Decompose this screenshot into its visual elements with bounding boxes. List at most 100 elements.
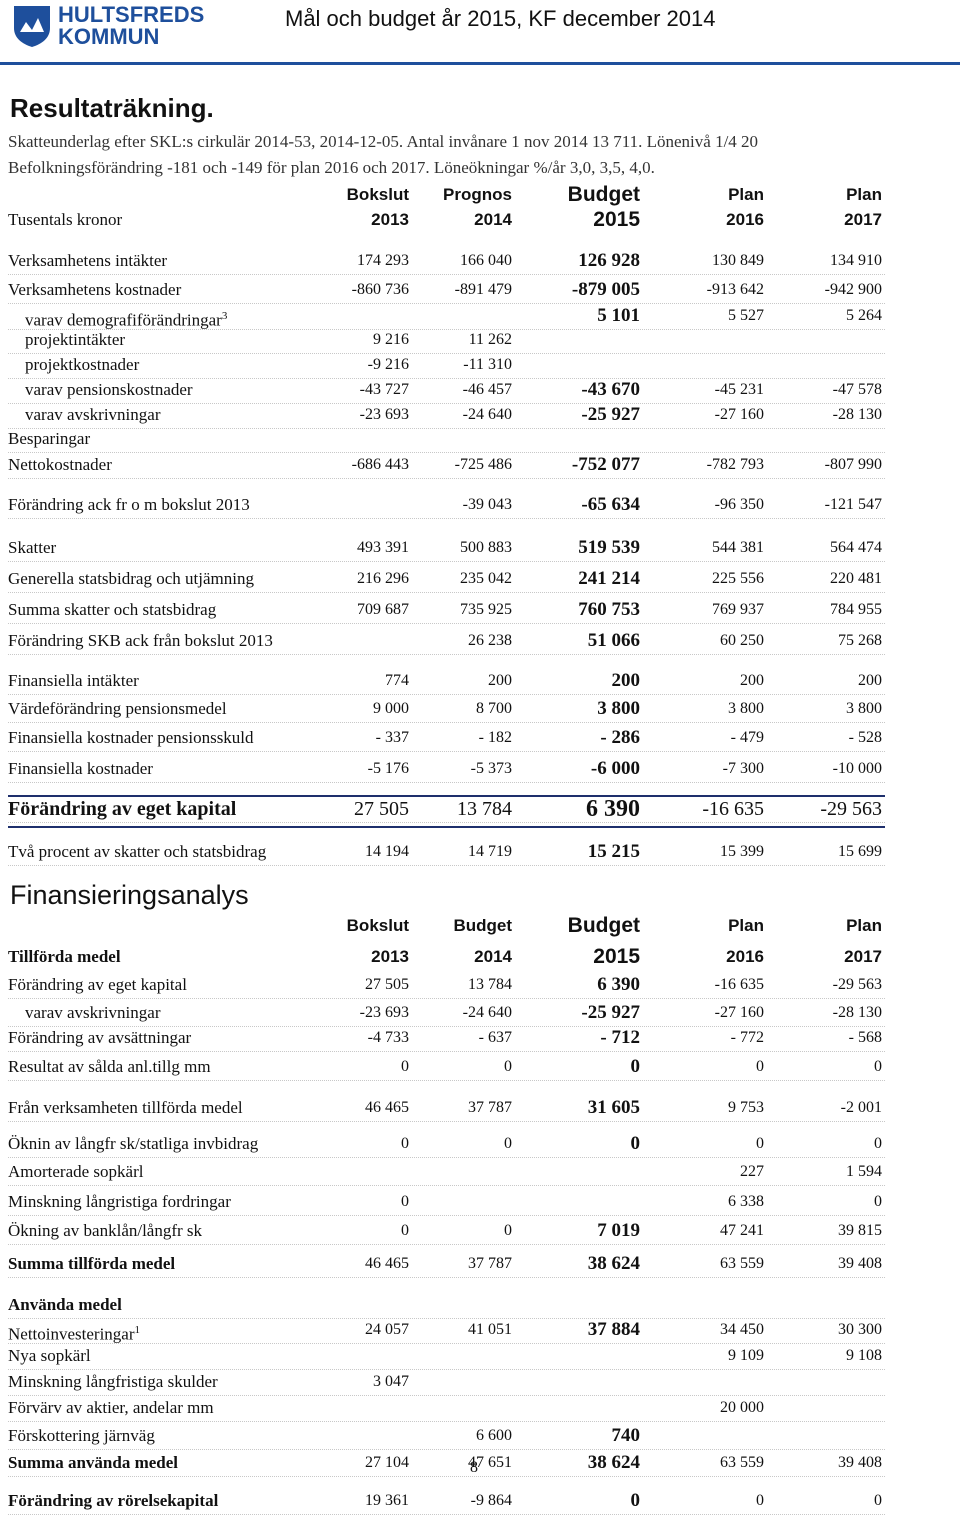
cell-value: 241 214 bbox=[578, 568, 640, 589]
label-text: Minskning långristiga fordringar bbox=[8, 1192, 231, 1211]
row-label: Amorterade sopkärl bbox=[8, 1162, 143, 1182]
row-divider bbox=[8, 329, 885, 330]
cell-value: -23 693 bbox=[359, 406, 409, 423]
row-divider bbox=[8, 518, 885, 519]
cell-value: 126 928 bbox=[578, 250, 640, 271]
cell-value: 3 800 bbox=[728, 700, 764, 717]
column-header: Budget bbox=[453, 916, 512, 935]
cell-value: 544 381 bbox=[712, 539, 764, 556]
cell-value: -16 635 bbox=[714, 976, 764, 993]
label-text: projektintäkter bbox=[25, 330, 126, 349]
cell-value: 0 bbox=[401, 1222, 409, 1239]
cell-value: -879 005 bbox=[571, 279, 640, 300]
row-divider bbox=[8, 1343, 885, 1344]
column-year: 2016 bbox=[726, 947, 764, 966]
cell-value: - 637 bbox=[478, 1029, 512, 1046]
cell-value: 519 539 bbox=[578, 537, 640, 558]
cell-value: -9 216 bbox=[367, 356, 409, 373]
label-text: Använda medel bbox=[8, 1295, 122, 1314]
cell-value: 37 787 bbox=[468, 1099, 512, 1116]
cell-value: 63 559 bbox=[720, 1454, 764, 1471]
cell-value: 166 040 bbox=[460, 252, 512, 269]
row-label: varav demografiförändringar3 bbox=[25, 306, 227, 331]
cell-value: 0 bbox=[874, 1135, 882, 1152]
cell-value: 130 849 bbox=[712, 252, 764, 269]
cell-value: 0 bbox=[874, 1193, 882, 1210]
cell-value: 51 066 bbox=[587, 630, 640, 651]
row-divider bbox=[8, 623, 885, 624]
row-divider bbox=[8, 1514, 885, 1515]
cell-value: 0 bbox=[630, 1133, 641, 1154]
cell-value: -11 310 bbox=[463, 356, 512, 373]
row-label: Summa tillförda medel bbox=[8, 1254, 175, 1274]
column-header: Budget bbox=[567, 183, 640, 206]
row-divider bbox=[8, 478, 885, 479]
cell-value: 34 450 bbox=[720, 1321, 764, 1338]
cell-value: -29 563 bbox=[832, 976, 882, 993]
cell-value: 37 884 bbox=[587, 1319, 640, 1340]
column-header: Prognos bbox=[443, 185, 512, 204]
row-divider bbox=[8, 1244, 885, 1245]
label-text: Två procent av skatter och statsbidrag bbox=[8, 842, 267, 861]
column-header: Budget bbox=[567, 914, 640, 937]
row-label: projektkostnader bbox=[25, 355, 139, 375]
row-label: Summa använda medel bbox=[8, 1453, 178, 1473]
cell-value: - 337 bbox=[375, 729, 409, 746]
cell-value: 7 019 bbox=[597, 1220, 640, 1241]
cell-value: 227 bbox=[740, 1163, 764, 1180]
row-divider bbox=[8, 1185, 885, 1186]
cell-value: 5 101 bbox=[597, 305, 640, 326]
cell-value: 19 361 bbox=[365, 1492, 409, 1509]
label-text: Förändring SKB ack från bokslut 2013 bbox=[8, 631, 273, 650]
page-title: Mål och budget år 2015, KF december 2014 bbox=[285, 6, 716, 31]
cell-value: 5 527 bbox=[728, 307, 764, 324]
row-label: Finansiella kostnader bbox=[8, 759, 153, 779]
row-label: Två procent av skatter och statsbidrag bbox=[8, 842, 266, 862]
cell-value: -9 864 bbox=[470, 1492, 512, 1509]
cell-value: -686 443 bbox=[351, 456, 409, 473]
cell-value: 47 651 bbox=[468, 1454, 512, 1471]
cell-value: -24 640 bbox=[462, 1004, 512, 1021]
cell-value: 740 bbox=[611, 1425, 641, 1446]
cell-value: -45 231 bbox=[714, 381, 764, 398]
label-text: Nettoinvesteringar bbox=[8, 1324, 135, 1344]
cell-value: 0 bbox=[756, 1135, 764, 1152]
column-year: 2015 bbox=[593, 208, 640, 231]
cell-value: -942 900 bbox=[824, 281, 882, 298]
cell-value: 30 300 bbox=[838, 1321, 882, 1338]
cell-value: 46 465 bbox=[365, 1099, 409, 1116]
row-divider bbox=[8, 694, 885, 695]
cell-value: 0 bbox=[504, 1222, 512, 1239]
cell-value: 0 bbox=[756, 1492, 764, 1509]
cell-value: 15 215 bbox=[587, 841, 640, 862]
cell-value: -43 670 bbox=[581, 379, 640, 400]
label-text: Förändring ack fr o m bokslut 2013 bbox=[8, 495, 250, 514]
logo-text: HULTSFREDS bbox=[58, 2, 205, 27]
label-text: Amorterade sopkärl bbox=[8, 1162, 144, 1181]
cell-value: 31 605 bbox=[587, 1097, 640, 1118]
footnote-mark: 3 bbox=[221, 310, 228, 322]
row-label: varav pensionskostnader bbox=[25, 380, 193, 400]
label-text: Resultat av sålda anl.tillg mm bbox=[8, 1057, 211, 1076]
label-text: Nettokostnader bbox=[8, 455, 112, 474]
cell-value: 0 bbox=[504, 1135, 512, 1152]
cell-value: 75 268 bbox=[838, 632, 882, 649]
cell-value: - 772 bbox=[730, 1029, 764, 1046]
row-divider bbox=[8, 1369, 885, 1370]
page-number: 8 bbox=[470, 1459, 478, 1476]
cell-value: 735 925 bbox=[460, 601, 512, 618]
row-divider bbox=[8, 403, 885, 404]
row-label: varav avskrivningar bbox=[25, 1003, 160, 1023]
cell-value: 14 194 bbox=[365, 843, 409, 860]
cell-value: 6 338 bbox=[728, 1193, 764, 1210]
row-divider bbox=[8, 822, 885, 823]
label-text: Förändring av eget kapital bbox=[8, 975, 187, 994]
cell-value: 200 bbox=[740, 672, 764, 689]
cell-value: 60 250 bbox=[720, 632, 764, 649]
row-label: projektintäkter bbox=[25, 330, 125, 350]
label-text: varav avskrivningar bbox=[25, 405, 161, 424]
column-header: Bokslut bbox=[346, 185, 409, 204]
column-year: 2017 bbox=[844, 947, 882, 966]
row-label: Besparingar bbox=[8, 429, 90, 449]
row-label: Nya sopkärl bbox=[8, 1346, 91, 1366]
